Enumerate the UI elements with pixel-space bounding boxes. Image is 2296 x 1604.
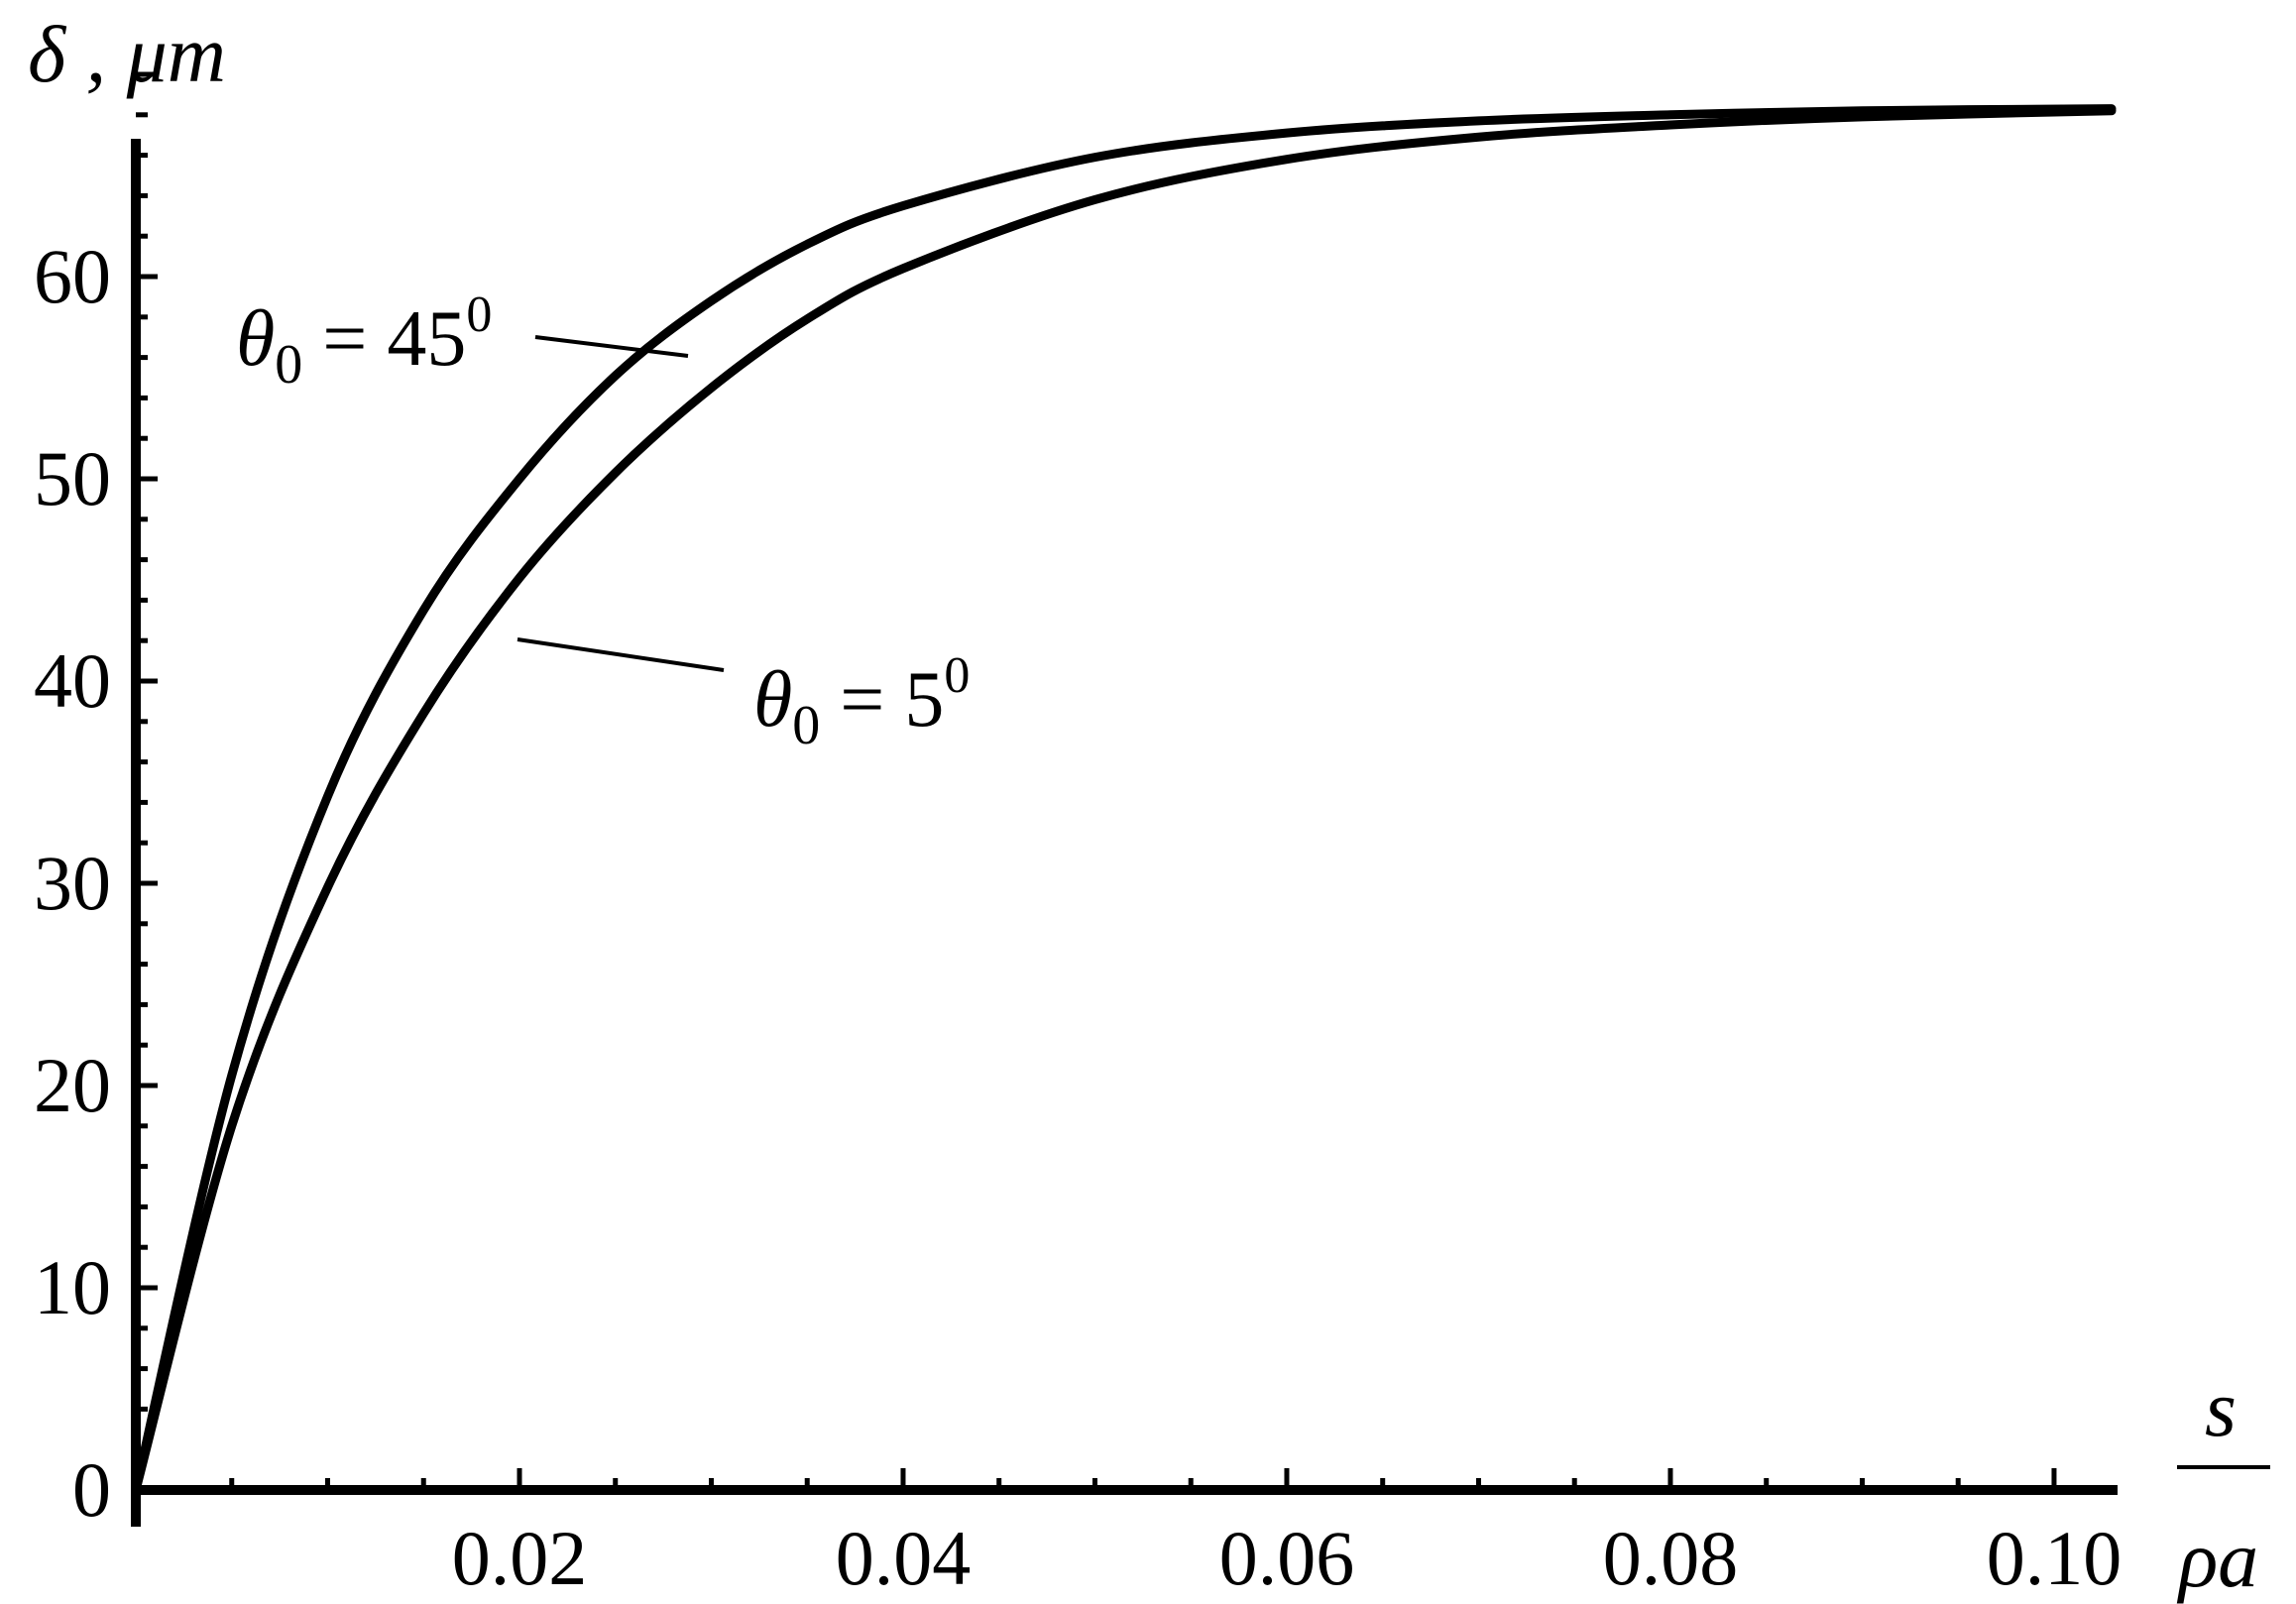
y-tick-label: 10 xyxy=(34,1244,111,1330)
annotation-5-sub: 0 xyxy=(792,695,820,756)
annotation-5-symbol: θ xyxy=(753,656,792,744)
x-axis-label-numerator: s xyxy=(2205,1363,2237,1453)
x-tick-label: 0.04 xyxy=(836,1515,972,1601)
x-tick-label: 0.02 xyxy=(452,1515,588,1601)
annotation-45-symbol: θ xyxy=(236,295,275,383)
x-tick-label: 0.06 xyxy=(1219,1515,1355,1601)
annotation-45-sup: 0 xyxy=(466,286,492,343)
y-tick-label: 0 xyxy=(72,1446,111,1533)
ticks-layer xyxy=(136,71,2057,1493)
y-tick-label: 60 xyxy=(34,233,111,319)
annotation-5-leader xyxy=(517,637,725,672)
annotation-5-eq: = 5 xyxy=(820,656,944,744)
series-theta-45-line xyxy=(131,104,2117,1495)
y-tick-label: 50 xyxy=(34,435,111,521)
annotation-theta-5: θ0 = 50 xyxy=(753,647,970,756)
annotation-45-sub: 0 xyxy=(275,334,302,396)
x-tick-label: 0.10 xyxy=(1987,1515,2123,1601)
y-tick-label: 30 xyxy=(34,840,111,926)
annotation-5-sup: 0 xyxy=(944,647,970,704)
y-tick-label: 20 xyxy=(34,1042,111,1128)
annotation-45-eq: = 45 xyxy=(302,295,466,383)
y-tick-label: 40 xyxy=(34,637,111,724)
series-theta-5-line xyxy=(131,106,2117,1495)
curves-layer xyxy=(131,104,2117,1495)
annotation-45-leader xyxy=(534,335,689,358)
annotation-theta-45: θ0 = 450 xyxy=(236,286,492,396)
x-axis-label-denominator: ρa xyxy=(2176,1514,2258,1604)
x-tick-label: 0.08 xyxy=(1603,1515,1739,1601)
tick-labels-layer: 0 10 20 30 40 50 60 0.02 0.04 0.06 0.08 0.10 xyxy=(34,233,2122,1601)
y-axis-label: δ , μm xyxy=(28,9,226,99)
